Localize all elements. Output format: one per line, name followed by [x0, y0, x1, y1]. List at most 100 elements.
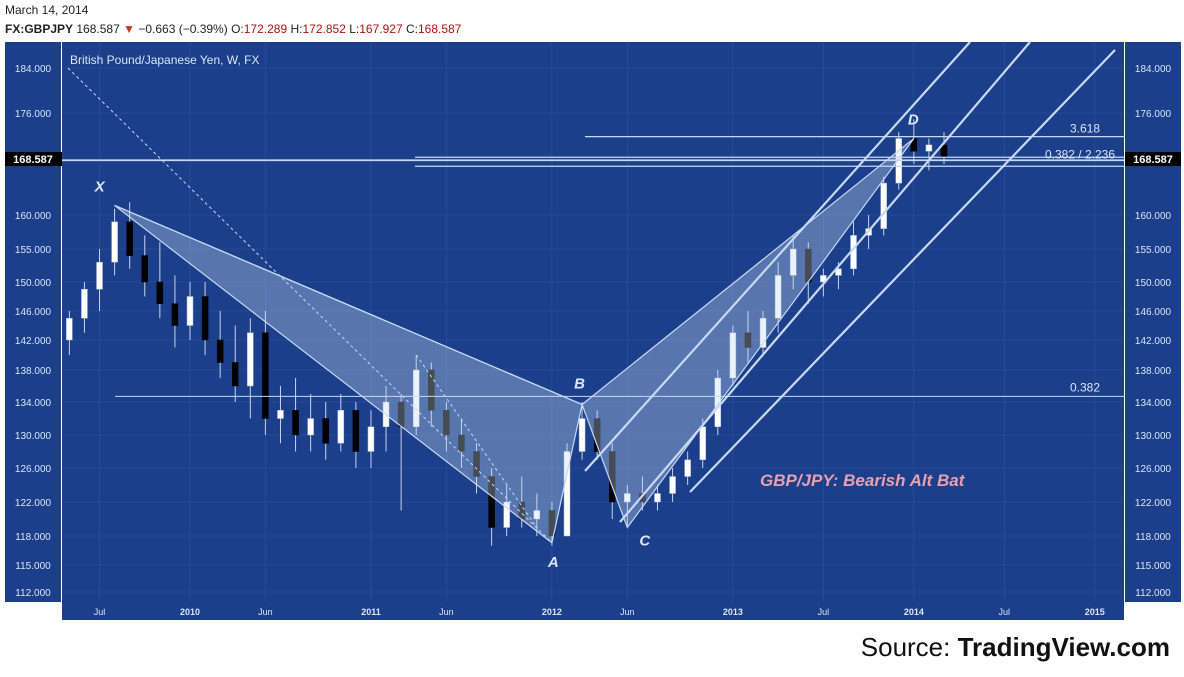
candle-body: [473, 451, 480, 477]
y-tick-label-right: 176.000: [1135, 109, 1172, 120]
time-axis-panel: [62, 602, 1124, 620]
candle-body: [684, 459, 691, 477]
leg-xb: [114, 204, 583, 406]
candle-body: [835, 268, 842, 276]
candle-body: [367, 426, 375, 452]
price-change: −0.663 (−0.39%): [138, 22, 228, 36]
fib-label-overlap: 0.382 / 2.236: [1045, 147, 1115, 161]
low-value: 167.927: [359, 22, 403, 36]
y-tick-label-right: 138.000: [1135, 366, 1172, 377]
x-tick-label: Jun: [439, 607, 454, 617]
candle-body: [111, 221, 118, 263]
chart-title: British Pound/Japanese Yen, W, FX: [70, 53, 259, 67]
y-tick-label-right: 126.000: [1135, 464, 1172, 475]
x-tick-label: Jul: [94, 607, 106, 617]
candle-body: [141, 255, 149, 283]
source-prefix: Source:: [860, 632, 958, 662]
x-tick-label: 2013: [723, 607, 743, 617]
high-value: 172.852: [302, 22, 346, 36]
y-tick-label-right: 130.000: [1135, 431, 1172, 442]
y-tick-label-right: 146.000: [1135, 307, 1172, 318]
dotted-trendline: [67, 67, 553, 544]
y-tick-label-right: 115.000: [1135, 561, 1171, 572]
y-tick-label-left: 184.000: [15, 64, 52, 75]
chart[interactable]: 112.000 115.000 118.000 122.000 126.000 130.0…: [0, 40, 1184, 620]
y-tick-label-left: 160.000: [15, 211, 52, 222]
candle-body: [744, 332, 752, 348]
candle-body: [231, 362, 239, 387]
candle-body: [789, 248, 797, 276]
y-tick-label-left: 176.000: [15, 109, 52, 120]
candle-body: [171, 303, 179, 326]
left-axis-panel: [5, 42, 61, 602]
candle-body: [352, 410, 360, 452]
header-date: March 14, 2014: [5, 3, 89, 17]
y-tick-label-left: 118.000: [15, 532, 51, 543]
candle-body: [322, 418, 329, 444]
triangle-bcd: [581, 138, 915, 529]
y-tick-label-right: 150.000: [1135, 278, 1172, 289]
candle-body: [548, 510, 556, 537]
y-tick-label-right: 184.000: [1135, 64, 1172, 75]
candle-body: [563, 451, 571, 537]
candle-body: [578, 418, 586, 452]
pattern-point-label: A: [547, 554, 559, 571]
x-tick-label: 2011: [361, 607, 381, 617]
x-tick-label: Jul: [818, 607, 830, 617]
candle-body: [156, 281, 164, 304]
candle-body: [458, 434, 465, 452]
x-tick-label: 2014: [904, 607, 924, 617]
x-tick-label: 2012: [542, 607, 562, 617]
candle-body: [307, 418, 314, 436]
candle-body: [774, 275, 782, 319]
candle-body: [201, 296, 209, 341]
last-price-tag-left: 168.587: [5, 152, 62, 166]
candle-body: [277, 410, 284, 419]
source-credit: Source: TradingView.com: [861, 632, 1170, 663]
close-value: 168.587: [417, 22, 462, 36]
y-axis-left: 112.000 115.000 118.000 122.000 126.000 130.0…: [15, 64, 52, 599]
candle-body: [654, 493, 661, 503]
y-tick-label-left: 138.000: [15, 366, 52, 377]
fib-label-0382: 0.382: [1070, 380, 1100, 394]
candle-body: [81, 289, 88, 319]
y-tick-label-right: 160.000: [1135, 211, 1172, 222]
pattern-point-label: C: [639, 533, 651, 550]
y-tick-label-right: 122.000: [1135, 498, 1172, 509]
high-label: H:: [290, 22, 303, 36]
x-tick-label: 2015: [1085, 607, 1105, 617]
y-tick-label-right: 134.000: [1135, 398, 1172, 409]
candle-body: [925, 144, 933, 152]
y-tick-label-right: 112.000: [1135, 588, 1171, 599]
candle-body: [412, 369, 420, 427]
symbol-label[interactable]: FX:GBPJPY: [5, 22, 74, 36]
y-tick-label-left: 146.000: [15, 307, 52, 318]
pattern-point-label: X: [94, 178, 106, 195]
y-tick-label-left: 122.000: [15, 498, 52, 509]
y-tick-label-left: 155.000: [15, 245, 52, 256]
close-label: C:: [405, 22, 418, 36]
grid: [62, 42, 1124, 602]
x-axis: Jul 2010 Jun 2011 Jun 2012 Jun 2013 Jul 2014 Jul 20…: [94, 607, 1105, 617]
candle-body: [216, 339, 224, 363]
candle-body: [443, 410, 450, 436]
candle-body: [699, 426, 706, 460]
low-label: L:: [349, 22, 360, 36]
candle-body: [820, 275, 827, 283]
plot-area[interactable]: [62, 42, 1124, 602]
candle-body: [488, 476, 495, 528]
candle-body: [262, 332, 269, 419]
y-tick-label-left: 142.000: [15, 336, 52, 347]
candle-body: [729, 332, 737, 379]
x-tick-label: Jun: [620, 607, 635, 617]
candle-body: [593, 418, 601, 452]
candle-body: [503, 501, 510, 528]
y-axis-right: 112.000 115.000 118.000 122.000 126.000 130.0…: [1135, 64, 1172, 599]
svg-text:168.587: 168.587: [1133, 154, 1173, 166]
x-tick-label: 2010: [180, 607, 200, 617]
candle-body: [337, 410, 345, 444]
channel-line: [689, 49, 1116, 493]
header-quote: FX:GBPJPY 168.587 ▼ −0.663 (−0.39%) O:17…: [5, 22, 461, 36]
candle-body: [96, 261, 103, 290]
y-tick-label-left: 112.000: [15, 588, 51, 599]
